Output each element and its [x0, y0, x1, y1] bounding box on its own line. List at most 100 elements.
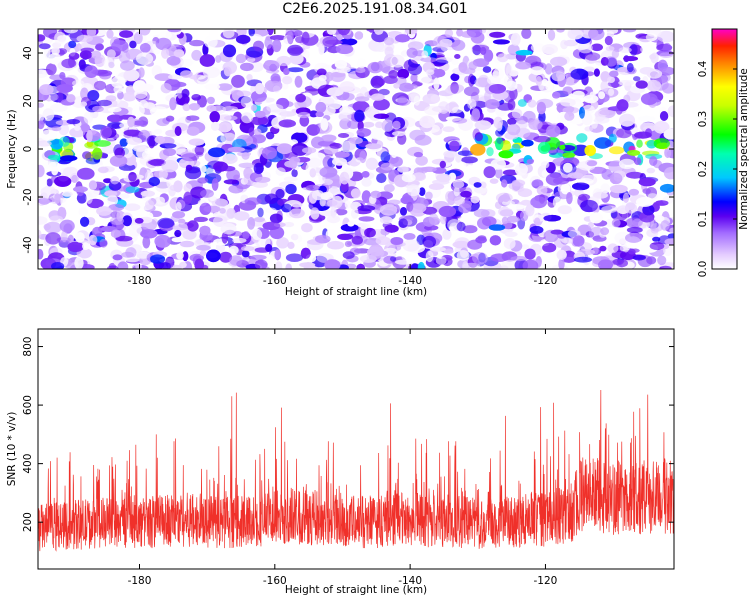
heatmap-cell [294, 75, 303, 88]
heatmap-cell [484, 99, 500, 110]
heatmap-cell [608, 146, 625, 155]
heatmap-cell [312, 190, 325, 201]
heatmap-cell [489, 178, 499, 184]
heatmap-cell [618, 158, 635, 170]
heatmap-cell [443, 150, 458, 158]
heatmap-cell [552, 91, 561, 99]
heatmap-cell [59, 155, 78, 162]
heatmap-cell [415, 155, 428, 166]
heatmap-cell [628, 188, 639, 196]
heatmap-cell [213, 215, 228, 227]
heatmap-cell [600, 227, 610, 236]
heatmap-cell [49, 215, 63, 223]
heatmap-cell [502, 193, 510, 203]
heatmap-cell [530, 66, 544, 76]
heatmap-cell [544, 63, 553, 75]
heatmap-cell [236, 90, 252, 97]
heatmap-cell [120, 60, 135, 71]
heatmap-cell [402, 239, 420, 252]
heatmap-cell [572, 182, 590, 191]
heatmap-cell [626, 62, 634, 73]
heatmap-cell [219, 207, 226, 214]
heatmap-cell [165, 115, 175, 122]
heatmap-cell [108, 106, 122, 113]
y-tick-label: -40 [22, 236, 34, 253]
heatmap-cell [299, 115, 310, 127]
heatmap-cell [199, 202, 212, 215]
heatmap-cell [335, 44, 354, 54]
heatmap-cell [295, 93, 306, 103]
heatmap-cell [297, 111, 311, 119]
heatmap-cell [324, 259, 341, 269]
heatmap-cell [339, 140, 357, 153]
heatmap-cell [295, 36, 305, 44]
heatmap-cell [646, 256, 657, 265]
heatmap-cell [326, 215, 341, 224]
heatmap-cell [136, 52, 154, 65]
heatmap-cell [254, 82, 265, 95]
heatmap-cell [419, 115, 436, 129]
heatmap-cell [482, 66, 492, 73]
heatmap-cell [593, 116, 610, 124]
heatmap-cell [494, 168, 503, 179]
heatmap-cell [664, 147, 672, 159]
snr-panel: -180 -160 -140 -120 200 400 600 800 Height of … [6, 328, 675, 596]
heatmap-cell [221, 231, 228, 244]
heatmap-cell [77, 167, 95, 180]
heatmap-cell [38, 43, 51, 50]
heatmap-cell [206, 105, 217, 112]
heatmap-cell [344, 240, 352, 248]
heatmap-cell [319, 166, 338, 178]
heatmap-cell [182, 229, 197, 240]
heatmap-cell [420, 57, 438, 63]
heatmap-cell [472, 58, 490, 67]
heatmap-cell [142, 235, 151, 249]
heatmap-cell [451, 59, 459, 65]
heatmap-cell [176, 251, 184, 260]
heatmap-cell [95, 43, 104, 51]
heatmap-cell [42, 161, 57, 170]
heatmap-cell [199, 54, 215, 67]
heatmap-cell [321, 199, 338, 207]
heatmap-cell [636, 139, 643, 148]
heatmap-cell [270, 73, 281, 83]
heatmap-cell [180, 58, 193, 68]
y-tick-label: 20 [22, 94, 34, 107]
heatmap-cell [406, 47, 418, 58]
heatmap-cell [607, 243, 619, 254]
heatmap-cell [618, 79, 635, 86]
heatmap-cell [424, 105, 442, 116]
heatmap-cell [62, 191, 73, 197]
heatmap-cell [401, 173, 416, 183]
heatmap-cell [40, 185, 57, 198]
heatmap-cell [562, 152, 576, 158]
heatmap-cell [169, 97, 177, 111]
heatmap-cell [289, 156, 298, 169]
heatmap-cell [38, 69, 49, 78]
heatmap-cell [392, 120, 401, 129]
heatmap-cell [490, 158, 506, 170]
y-tick-label: 600 [22, 395, 34, 415]
heatmap-cell [250, 134, 266, 144]
heatmap-cell [383, 184, 395, 193]
heatmap-cell [38, 216, 48, 225]
heatmap-cell [330, 71, 346, 78]
heatmap-cell [172, 211, 186, 219]
heatmap-cell [511, 108, 523, 119]
heatmap-cell [220, 132, 237, 144]
heatmap-cell [470, 143, 486, 156]
heatmap-cell [332, 157, 347, 166]
heatmap-cell [189, 39, 205, 47]
heatmap-cell [589, 212, 603, 224]
heatmap-cell [153, 128, 163, 135]
heatmap-cell [599, 109, 616, 116]
heatmap-cell [541, 44, 558, 55]
heatmap-cell [199, 225, 211, 236]
heatmap-cell [657, 59, 668, 72]
heatmap-cell [652, 236, 661, 242]
heatmap-cell [222, 153, 238, 164]
heatmap-cell [472, 251, 488, 265]
heatmap-cell [542, 242, 557, 253]
heatmap-cell [584, 145, 596, 157]
heatmap-cell [436, 173, 451, 183]
